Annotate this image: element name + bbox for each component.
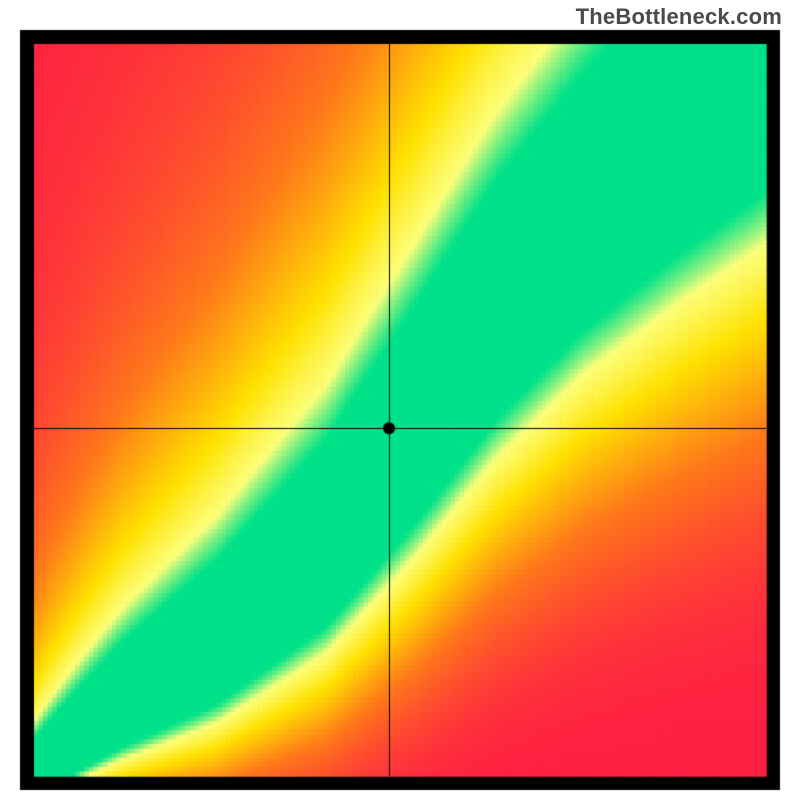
watermark-text: TheBottleneck.com (576, 4, 782, 30)
bottleneck-heatmap (0, 0, 800, 800)
